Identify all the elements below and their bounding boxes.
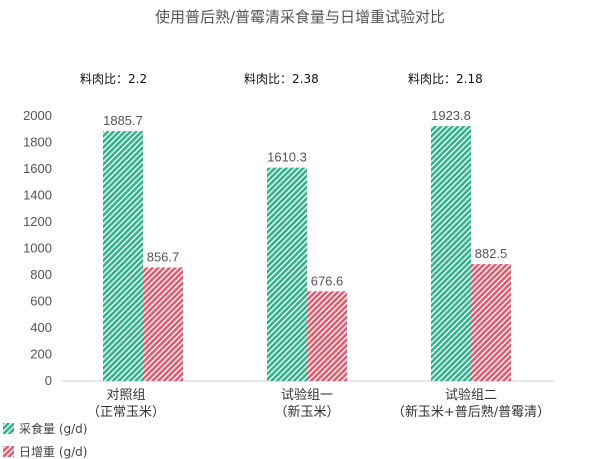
- y-tick-label: 2000: [23, 108, 52, 123]
- y-tick-label: 1000: [23, 241, 52, 256]
- feed-ratio-labels: 料肉比：2.2 料肉比：2.38 料肉比：2.18: [80, 72, 483, 86]
- bar-series-2-2: [307, 291, 347, 381]
- feed-ratio-label: 料肉比：2.2: [80, 72, 147, 86]
- category-label: 对照组: [106, 388, 145, 403]
- data-label: 1885.7: [103, 113, 143, 128]
- bar-series-2-3: [471, 264, 511, 381]
- data-labels: 1885.7 1610.3 1923.8 856.7 676.6 882.5: [103, 108, 507, 288]
- data-label: 856.7: [147, 249, 180, 264]
- data-label: 882.5: [475, 246, 508, 261]
- legend: 采食量 (g/d) 日增重 (g/d): [3, 421, 87, 459]
- y-tick-label: 200: [30, 347, 52, 362]
- legend-swatch: [3, 446, 14, 457]
- legend-label: 日增重 (g/d): [19, 445, 87, 459]
- y-tick-label: 1600: [23, 161, 52, 176]
- data-label: 1923.8: [431, 108, 471, 123]
- bar-series-1-2: [267, 167, 307, 381]
- bar-series-2-1: [143, 267, 183, 381]
- y-tick-label: 0: [45, 373, 52, 388]
- feed-ratio-label: 料肉比：2.38: [244, 72, 319, 86]
- y-tick-label: 400: [30, 320, 52, 335]
- y-axis-tick-labels: 0 200 400 600 800 1000 1200 1400 1600 1800 2000: [23, 108, 52, 388]
- bars: [103, 126, 511, 381]
- y-tick-label: 600: [30, 294, 52, 309]
- category-sublabel: （新玉米+普后熟/普霉清）: [392, 404, 550, 420]
- chart-title: 使用普后熟/普霉清采食量与日增重试验对比: [155, 8, 445, 26]
- feed-ratio-label: 料肉比：2.18: [408, 72, 483, 86]
- category-sublabel: （新玉米）: [274, 404, 339, 420]
- y-tick-label: 1400: [23, 188, 52, 203]
- data-label: 1610.3: [267, 150, 307, 165]
- legend-swatch: [3, 423, 14, 434]
- category-label: 试验组二: [445, 387, 497, 403]
- category-label: 试验组一: [281, 387, 333, 403]
- data-label: 676.6: [311, 273, 344, 288]
- y-tick-label: 1800: [23, 135, 52, 150]
- y-tick-label: 800: [30, 267, 52, 282]
- category-sublabel: （正常玉米）: [87, 405, 165, 420]
- y-tick-label: 1200: [23, 214, 52, 229]
- bar-series-1-1: [103, 131, 143, 381]
- category-labels: 对照组 （正常玉米） 试验组一（新玉米） 试验组二（新玉米+普后熟/普霉清）: [87, 387, 550, 420]
- legend-label: 采食量 (g/d): [19, 421, 87, 436]
- bar-series-1-3: [431, 126, 471, 381]
